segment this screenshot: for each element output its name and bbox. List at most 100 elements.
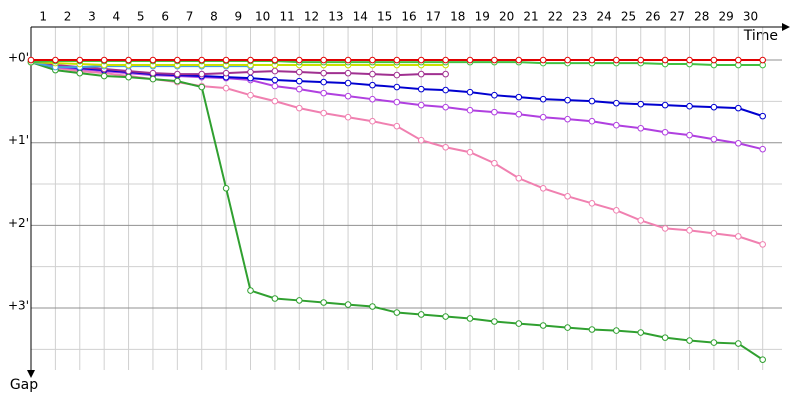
data-point (564, 115, 571, 123)
x-tick-label: 26 (645, 10, 660, 24)
data-point (369, 81, 376, 89)
data-point (393, 98, 401, 106)
data-point (295, 77, 303, 85)
x-tick-label: 5 (137, 10, 145, 24)
data-point (417, 70, 425, 78)
data-point (174, 56, 181, 64)
data-point (222, 185, 230, 192)
data-point (515, 56, 523, 64)
data-point (710, 230, 718, 237)
data-point (320, 109, 327, 117)
data-point (271, 97, 279, 105)
data-point (466, 148, 474, 156)
data-point (198, 56, 206, 64)
x-tick-label: 8 (210, 10, 218, 24)
x-tick-label: 2 (64, 10, 72, 24)
x-tick-label: 17 (426, 10, 441, 24)
x-axis-label: Time (743, 28, 778, 44)
x-tick-label: 12 (304, 10, 319, 24)
data-point (320, 69, 327, 77)
x-tick-label: 19 (475, 10, 490, 24)
data-point (417, 311, 425, 318)
data-point (442, 86, 449, 94)
data-point (27, 56, 35, 64)
data-point (759, 356, 766, 363)
x-tick-label: 18 (450, 10, 465, 24)
data-point (271, 295, 279, 302)
data-point (222, 69, 230, 77)
data-point (588, 56, 596, 64)
data-point (393, 56, 401, 64)
data-point (539, 185, 547, 192)
data-point (76, 56, 84, 64)
data-point (613, 327, 620, 334)
data-point (588, 200, 596, 207)
data-point (442, 70, 449, 78)
data-point (491, 91, 498, 99)
y-tick-label: +1' (8, 133, 29, 147)
data-point (393, 309, 401, 316)
data-point (369, 95, 376, 103)
data-point (588, 117, 596, 125)
data-point (515, 174, 523, 182)
data-point (759, 112, 766, 120)
data-point (174, 70, 181, 78)
data-point (369, 56, 376, 64)
data-point (369, 303, 376, 310)
data-point (710, 103, 718, 111)
y-axis-arrow (27, 370, 35, 378)
data-point (564, 56, 571, 64)
data-point (247, 68, 254, 76)
data-point (295, 85, 303, 93)
x-tick-label: 14 (353, 10, 368, 24)
data-point (710, 56, 718, 64)
data-point (442, 103, 449, 111)
data-point (466, 88, 474, 96)
data-point (613, 99, 620, 107)
data-point (100, 72, 108, 80)
y-tick-label: +3' (8, 299, 29, 313)
x-tick-label: 16 (401, 10, 416, 24)
x-tick-label: 27 (670, 10, 685, 24)
y-axis-label: Gap (10, 377, 38, 393)
data-point (564, 192, 571, 200)
x-tick-label: 23 (572, 10, 587, 24)
data-point (515, 320, 523, 327)
data-point (393, 122, 401, 130)
x-tick-label: 29 (718, 10, 733, 24)
x-tick-label: 7 (186, 10, 194, 24)
x-tick-label: 9 (234, 10, 242, 24)
data-point (417, 101, 425, 109)
data-point (149, 56, 157, 64)
data-point (369, 117, 376, 125)
data-point (393, 71, 401, 79)
data-point (222, 84, 230, 92)
data-point (100, 56, 108, 64)
data-point (76, 69, 84, 77)
data-point (295, 104, 303, 112)
x-tick-label: 24 (597, 10, 612, 24)
data-point (442, 143, 449, 151)
data-point (759, 241, 766, 248)
data-point (271, 56, 279, 64)
data-point (613, 207, 620, 214)
data-point (247, 74, 254, 82)
data-point (417, 85, 425, 93)
series-line (30, 61, 446, 77)
data-point (491, 56, 498, 64)
data-point (320, 56, 327, 64)
x-tick-label: 22 (548, 10, 563, 24)
data-point (344, 56, 352, 64)
data-point (149, 75, 157, 83)
data-point (661, 334, 669, 341)
data-point (661, 128, 669, 136)
data-point (686, 227, 693, 234)
data-point (247, 287, 254, 294)
data-point (295, 297, 303, 304)
data-point (661, 225, 669, 232)
x-tick-label: 1 (39, 10, 47, 24)
data-point (734, 56, 742, 64)
data-point (686, 131, 693, 139)
x-tick-label: 4 (113, 10, 121, 24)
